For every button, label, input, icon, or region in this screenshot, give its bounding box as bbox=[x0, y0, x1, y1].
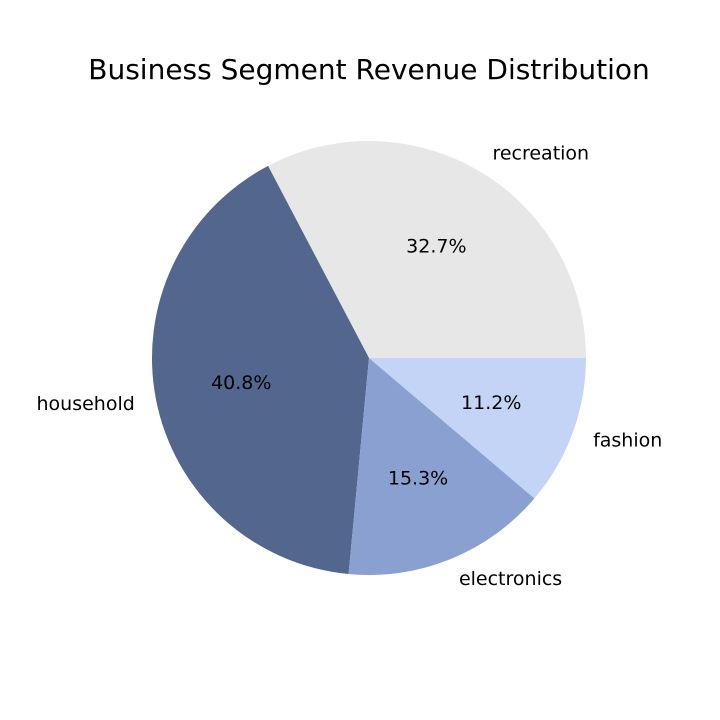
slice-label-fashion: fashion bbox=[593, 429, 662, 451]
slice-label-recreation: recreation bbox=[492, 143, 589, 165]
pie-slice-recreation bbox=[268, 140, 586, 358]
pct-label-fashion: 11.2% bbox=[461, 392, 521, 414]
pie-labels: 32.7% recreation 40.8% household 15.3% electr… bbox=[36, 143, 662, 590]
pie-slices bbox=[151, 140, 586, 576]
pct-label-recreation: 32.7% bbox=[406, 236, 466, 258]
chart-title: Business Segment Revenue Distribution bbox=[88, 53, 649, 86]
slice-label-electronics: electronics bbox=[459, 568, 562, 590]
pie-slice-household bbox=[151, 165, 369, 575]
slice-label-household: household bbox=[36, 393, 134, 415]
pie-slice-electronics bbox=[348, 358, 535, 576]
pie-slice-fashion bbox=[369, 358, 586, 499]
pct-label-electronics: 15.3% bbox=[388, 468, 448, 490]
pct-label-household: 40.8% bbox=[211, 372, 271, 394]
